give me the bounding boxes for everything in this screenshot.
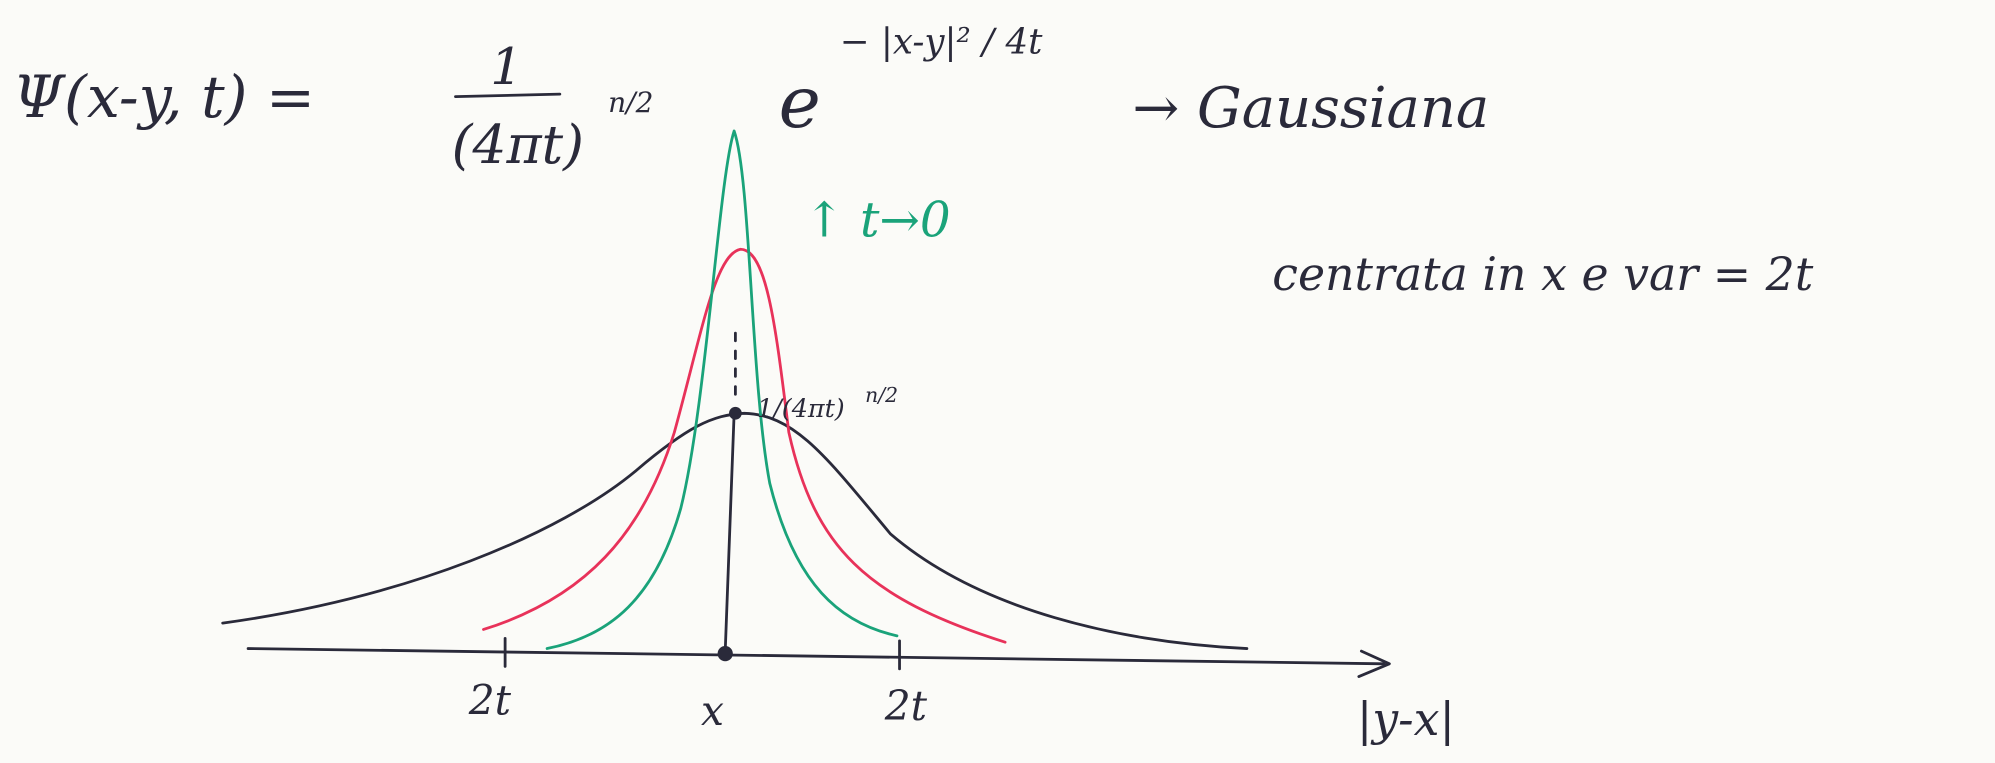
fraction-bar <box>454 92 562 99</box>
formula-denominator-exponent: n/2 <box>608 86 653 119</box>
formula-exponent: − |x-y|² / 4t <box>840 21 1043 62</box>
axis-tick-label: 2t <box>468 677 512 725</box>
annotation-limit: ↑ t→0 <box>804 193 951 249</box>
axis-title: |y-x| <box>1357 692 1455 746</box>
formula-exp-base: e <box>779 61 821 144</box>
axis-tick-label: x <box>701 687 724 735</box>
peak-dot <box>729 406 742 420</box>
peak-label: 1/(4πt) <box>757 393 845 423</box>
center-dot <box>717 646 733 662</box>
gaussian-narrow <box>545 129 899 650</box>
formula-numerator: 1 <box>490 37 522 96</box>
axis-tick-label: 2t <box>884 682 928 730</box>
peak-exponent: n/2 <box>865 383 898 407</box>
annotation-centered: centrata in x e var = 2t <box>1272 247 1814 301</box>
annotation-gaussian: → Gaussiana <box>1132 76 1489 141</box>
gaussian-medium <box>482 247 1007 644</box>
axis-arrow <box>1357 649 1391 678</box>
center-line <box>723 411 736 653</box>
gaussian-wide <box>221 411 1249 650</box>
axis-line <box>246 647 1386 666</box>
formula-lhs: Ψ(x-y, t) = <box>13 63 315 131</box>
formula-denominator: (4πt) <box>452 113 584 176</box>
